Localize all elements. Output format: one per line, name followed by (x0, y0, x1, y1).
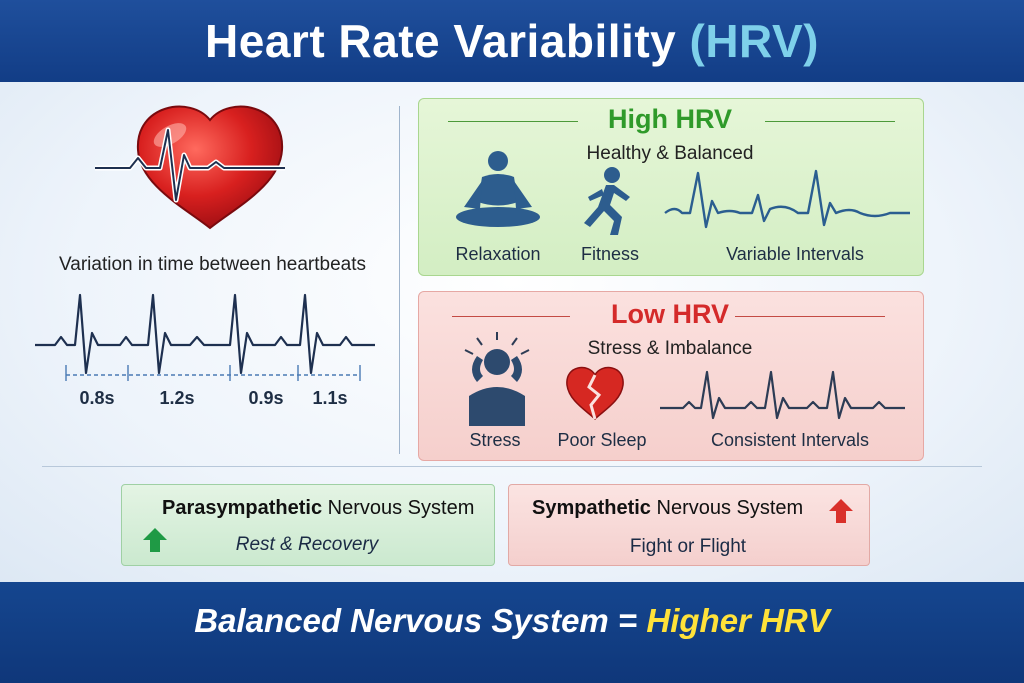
interval-label: 0.9s (248, 388, 284, 408)
interval-label: 1.2s (159, 388, 195, 408)
panel-rule (735, 316, 885, 317)
low-hrv-title: Low HRV (610, 299, 729, 329)
parasympathetic-name: Parasympathetic (162, 497, 323, 519)
vertical-divider (399, 106, 400, 454)
footer-text: Balanced Nervous System = (194, 602, 638, 639)
low-hrv-item: Consistent Intervals (710, 430, 870, 450)
interval-label: 0.8s (79, 388, 115, 408)
meditation-icon (456, 151, 540, 227)
consistent-intervals-wave (660, 370, 905, 420)
horizontal-divider (42, 466, 982, 467)
broken-heart-icon (566, 366, 624, 421)
footer-bar (0, 582, 1024, 683)
title-main: Heart Rate Variability (205, 15, 677, 67)
page-title: Heart Rate Variability (HRV) (0, 14, 1024, 68)
heart-ecg-illustration (95, 105, 285, 230)
left-caption: Variation in time between heartbeats (59, 254, 366, 275)
low-hrv-panel (418, 291, 924, 461)
high-hrv-item: Relaxation (455, 244, 541, 264)
running-icon (584, 167, 630, 235)
panel-rule (448, 121, 578, 122)
high-hrv-item: Fitness (580, 244, 640, 264)
stressed-person-icon (464, 332, 530, 426)
header-bar (0, 0, 1024, 82)
sympathetic-suffix: Nervous System (656, 497, 804, 519)
high-hrv-title: High HRV (607, 104, 732, 134)
ecg-strip (35, 293, 375, 381)
parasympathetic-title: Parasympathetic Nervous System (162, 497, 492, 520)
footer-statement: Balanced Nervous System = Higher HRV (0, 602, 1024, 640)
sympathetic-title: Sympathetic Nervous System (532, 497, 832, 520)
interval-label: 1.1s (312, 388, 348, 408)
arrow-up-icon (143, 528, 167, 552)
sympathetic-name: Sympathetic (532, 497, 651, 519)
sympathetic-role: Fight or Flight (629, 536, 747, 557)
high-hrv-subtitle: Healthy & Balanced (586, 143, 754, 164)
parasympathetic-role: Rest & Recovery (235, 534, 379, 555)
low-hrv-item: Stress (469, 430, 521, 450)
low-hrv-item: Poor Sleep (557, 430, 647, 450)
low-hrv-subtitle: Stress & Imbalance (587, 338, 753, 359)
panel-rule (765, 121, 895, 122)
variable-intervals-wave (664, 169, 910, 229)
parasympathetic-box (121, 484, 495, 566)
title-accent: (HRV) (689, 15, 819, 67)
footer-highlight: Higher HRV (646, 602, 830, 639)
panel-rule (452, 316, 570, 317)
high-hrv-item: Variable Intervals (726, 244, 864, 264)
sympathetic-box (508, 484, 870, 566)
parasympathetic-suffix: Nervous System (327, 497, 475, 519)
arrow-up-icon (829, 499, 853, 523)
